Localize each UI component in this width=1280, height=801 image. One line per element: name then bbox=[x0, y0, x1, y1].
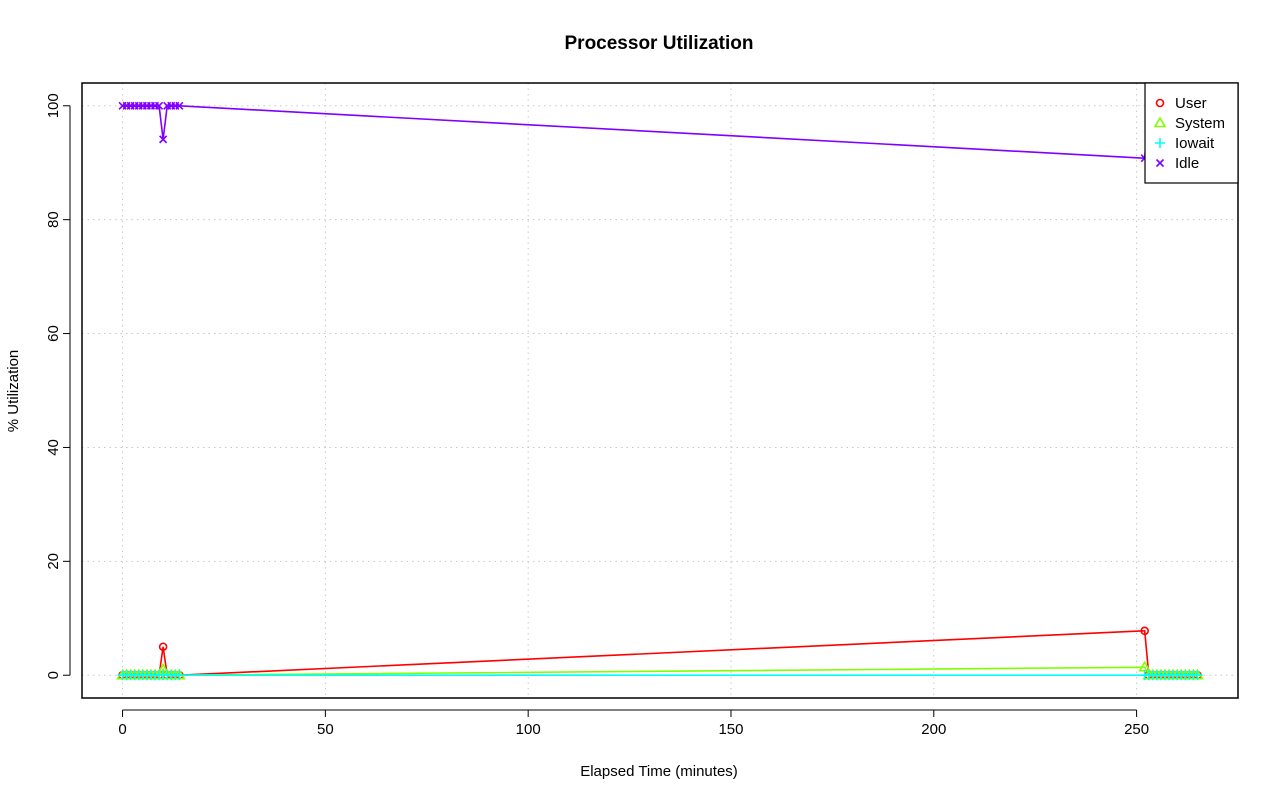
series-line-system bbox=[122, 666, 1198, 677]
data-point-idle bbox=[155, 101, 164, 110]
data-point-idle bbox=[159, 135, 168, 144]
series-line-idle bbox=[122, 105, 1198, 160]
grid-lines bbox=[82, 83, 1238, 698]
y-tick-label: 80 bbox=[45, 211, 62, 228]
x-axis: 0 50 100 150 200 250 bbox=[118, 709, 1149, 738]
x-tick-label: 150 bbox=[718, 721, 743, 738]
y-tick-label: 20 bbox=[45, 553, 62, 570]
data-point-iowait bbox=[1192, 670, 1203, 681]
y-tick-label: 40 bbox=[45, 439, 62, 456]
data-point-idle bbox=[175, 101, 184, 110]
y-tick-label: 0 bbox=[45, 671, 62, 679]
legend-label-user: User bbox=[1175, 95, 1207, 112]
data-point-user bbox=[158, 642, 168, 652]
legend-label-system: System bbox=[1175, 115, 1225, 132]
legend-label-iowait: Iowait bbox=[1175, 135, 1215, 152]
y-tick-label: 60 bbox=[45, 325, 62, 342]
series-lines bbox=[122, 105, 1198, 677]
y-axis-label: % Utilization bbox=[5, 350, 22, 433]
x-tick-label: 200 bbox=[921, 721, 946, 738]
y-axis: 0 20 40 60 80 100 bbox=[45, 93, 71, 679]
legend-marker-user bbox=[1155, 98, 1165, 108]
x-tick-label: 50 bbox=[317, 721, 334, 738]
legend-marker-idle bbox=[1155, 158, 1165, 168]
legend-marker-iowait bbox=[1155, 138, 1165, 148]
x-tick-label: 0 bbox=[118, 721, 126, 738]
series-markers bbox=[116, 101, 1204, 681]
legend-label-idle: Idle bbox=[1175, 155, 1199, 172]
chart-title: Processor Utilization bbox=[565, 33, 754, 54]
data-point-iowait bbox=[174, 670, 185, 681]
legend-marker-system bbox=[1153, 116, 1167, 128]
x-axis-label: Elapsed Time (minutes) bbox=[580, 763, 738, 780]
x-tick-label: 250 bbox=[1124, 721, 1149, 738]
data-point-user bbox=[1140, 626, 1150, 636]
plot-frame bbox=[81, 82, 1239, 699]
legend: User System Iowait Idle bbox=[1144, 82, 1239, 184]
y-tick-label: 100 bbox=[45, 93, 62, 118]
x-tick-label: 100 bbox=[516, 721, 541, 738]
